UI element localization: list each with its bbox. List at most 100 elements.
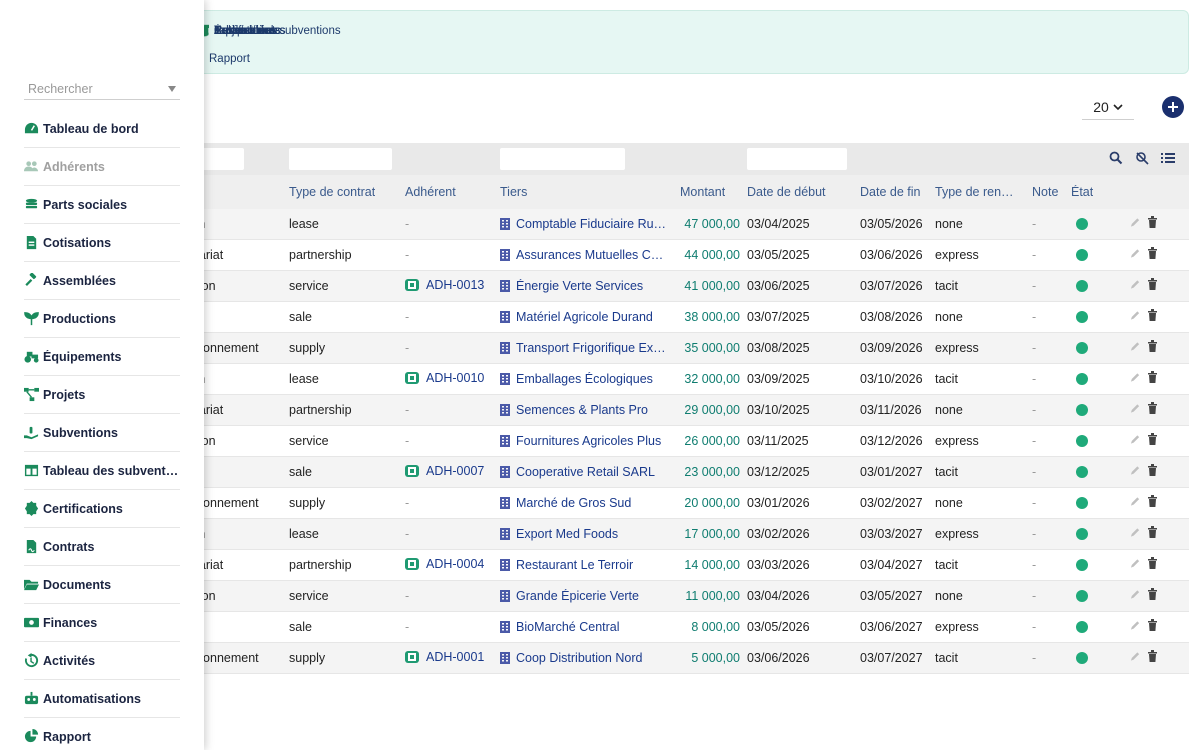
- filter-contract-type-input[interactable]: [289, 148, 392, 170]
- table-row[interactable]: visionnement supply - Transport Frigorifiqu…: [150, 333, 1189, 364]
- filter-tiers-input[interactable]: [500, 148, 625, 170]
- sidebar-item-automatisations[interactable]: Automatisations: [24, 680, 180, 718]
- search-icon[interactable]: [1109, 151, 1123, 165]
- edit-icon[interactable]: [1130, 371, 1141, 383]
- cell-tiers-link[interactable]: Marché de Gros Sud: [500, 496, 670, 510]
- cell-adherent-link[interactable]: ADH-0004: [405, 557, 495, 571]
- sidebar-item-certifications[interactable]: Certifications: [24, 490, 180, 528]
- trash-icon[interactable]: [1147, 588, 1158, 600]
- cell-tiers-link[interactable]: Comptable Fiduciaire Ru…: [500, 217, 670, 231]
- cell-tiers-link[interactable]: Coop Distribution Nord: [500, 651, 670, 665]
- edit-icon[interactable]: [1130, 216, 1141, 228]
- sidebar-item-projets[interactable]: Projets: [24, 376, 180, 414]
- cell-tiers-link[interactable]: BioMarché Central: [500, 620, 670, 634]
- table-row[interactable]: visionnement supply - Marché de Gros Sud 20 …: [150, 488, 1189, 519]
- edit-icon[interactable]: [1130, 495, 1141, 507]
- cell-adherent-link[interactable]: ADH-0013: [405, 278, 495, 292]
- cell-adherent-link[interactable]: ADH-0010: [405, 371, 495, 385]
- add-contract-button[interactable]: [1162, 96, 1184, 118]
- trash-icon[interactable]: [1147, 495, 1158, 507]
- edit-icon[interactable]: [1130, 433, 1141, 445]
- sidebar-item-tableau-des-subvent[interactable]: Tableau des subvent…: [24, 452, 180, 490]
- header-type-contrat[interactable]: Type de contrat: [289, 185, 376, 199]
- trash-icon[interactable]: [1147, 278, 1158, 290]
- header-etat[interactable]: État: [1071, 185, 1094, 199]
- sidebar-item-tableau-de-bord[interactable]: Tableau de bord: [24, 110, 180, 148]
- table-row[interactable]: enariat partnership - Semences & Plants Pro…: [150, 395, 1189, 426]
- sidebar-item-subventions[interactable]: Subventions: [24, 414, 180, 452]
- trash-icon[interactable]: [1147, 309, 1158, 321]
- table-row[interactable]: tationservice-Fournitures Agricoles Plus…: [150, 426, 1189, 457]
- sidebar-item-finances[interactable]: Finances: [24, 604, 180, 642]
- table-row[interactable]: tionlease-Comptable Fiduciaire Ru…47 000…: [150, 209, 1189, 240]
- trash-icon[interactable]: [1147, 650, 1158, 662]
- cell-tiers-link[interactable]: Emballages Écologiques: [500, 372, 670, 386]
- trash-icon[interactable]: [1147, 216, 1158, 228]
- edit-icon[interactable]: [1130, 650, 1141, 662]
- edit-icon[interactable]: [1130, 526, 1141, 538]
- sidebar-item-assembl-es[interactable]: Assemblées: [24, 262, 180, 300]
- table-row[interactable]: enariat partnership - Assurances Mutuelles …: [150, 240, 1189, 271]
- sidebar-item--quipements[interactable]: Équipements: [24, 338, 180, 376]
- header-note[interactable]: Note: [1032, 185, 1059, 199]
- cell-tiers-link[interactable]: Grande Épicerie Verte: [500, 589, 670, 603]
- trash-icon[interactable]: [1147, 557, 1158, 569]
- edit-icon[interactable]: [1130, 340, 1141, 352]
- sidebar-item-adh-rents[interactable]: Adhérents: [24, 148, 180, 186]
- header-montant[interactable]: Montant: [680, 185, 726, 199]
- cell-tiers-link[interactable]: Assurances Mutuelles C…: [500, 248, 670, 262]
- edit-icon[interactable]: [1130, 247, 1141, 259]
- sidebar-item-activit-s[interactable]: Activités: [24, 642, 180, 680]
- edit-icon[interactable]: [1130, 619, 1141, 631]
- cell-tiers-link[interactable]: Énergie Verte Services: [500, 279, 670, 293]
- module-nav-link-certifications[interactable]: Certifications: [196, 24, 280, 37]
- list-columns-icon[interactable]: [1161, 151, 1175, 165]
- cell-adherent-link[interactable]: ADH-0001: [405, 650, 495, 664]
- sidebar-item-rapport[interactable]: Rapport: [24, 718, 180, 750]
- header-type-renouvellement[interactable]: Type de ren…: [935, 185, 1014, 199]
- trash-icon[interactable]: [1147, 619, 1158, 631]
- edit-icon[interactable]: [1130, 309, 1141, 321]
- cell-tiers-link[interactable]: Export Med Foods: [500, 527, 670, 541]
- trash-icon[interactable]: [1147, 371, 1158, 383]
- trash-icon[interactable]: [1147, 433, 1158, 445]
- header-date-debut[interactable]: Date de début: [747, 185, 826, 199]
- trash-icon[interactable]: [1147, 247, 1158, 259]
- header-date-fin[interactable]: Date de fin: [860, 185, 921, 199]
- cell-tiers-link[interactable]: Fournitures Agricoles Plus: [500, 434, 670, 448]
- table-row[interactable]: enariat partnership ADH-0004 Restaurant Le …: [150, 550, 1189, 581]
- clear-filter-icon[interactable]: [1135, 151, 1149, 165]
- edit-icon[interactable]: [1130, 402, 1141, 414]
- trash-icon[interactable]: [1147, 526, 1158, 538]
- cell-tiers-link[interactable]: Matériel Agricole Durand: [500, 310, 670, 324]
- trash-icon[interactable]: [1147, 340, 1158, 352]
- sidebar-item-contrats[interactable]: Contrats: [24, 528, 180, 566]
- sidebar-item-cotisations[interactable]: Cotisations: [24, 224, 180, 262]
- sidebar-search-select[interactable]: Rechercher: [24, 78, 180, 100]
- edit-icon[interactable]: [1130, 588, 1141, 600]
- header-adherent[interactable]: Adhérent: [405, 185, 456, 199]
- filter-date-debut-input[interactable]: [747, 148, 847, 170]
- sidebar-item-documents[interactable]: Documents: [24, 566, 180, 604]
- cell-tiers-link[interactable]: Semences & Plants Pro: [500, 403, 670, 417]
- cell-tiers-link[interactable]: Cooperative Retail SARL: [500, 465, 670, 479]
- cell-adherent-link[interactable]: ADH-0007: [405, 464, 495, 478]
- trash-icon[interactable]: [1147, 402, 1158, 414]
- edit-icon[interactable]: [1130, 278, 1141, 290]
- table-row[interactable]: visionnement supply ADH-0001 Coop Distribut…: [150, 643, 1189, 674]
- edit-icon[interactable]: [1130, 557, 1141, 569]
- sidebar-item-parts-sociales[interactable]: Parts sociales: [24, 186, 180, 224]
- edit-icon[interactable]: [1130, 464, 1141, 476]
- trash-icon[interactable]: [1147, 464, 1158, 476]
- cell-tiers-link[interactable]: Transport Frigorifique Ex…: [500, 341, 670, 355]
- header-tiers[interactable]: Tiers: [500, 185, 528, 199]
- sidebar-item-productions[interactable]: Productions: [24, 300, 180, 338]
- cell-tiers-link[interactable]: Restaurant Le Terroir: [500, 558, 670, 572]
